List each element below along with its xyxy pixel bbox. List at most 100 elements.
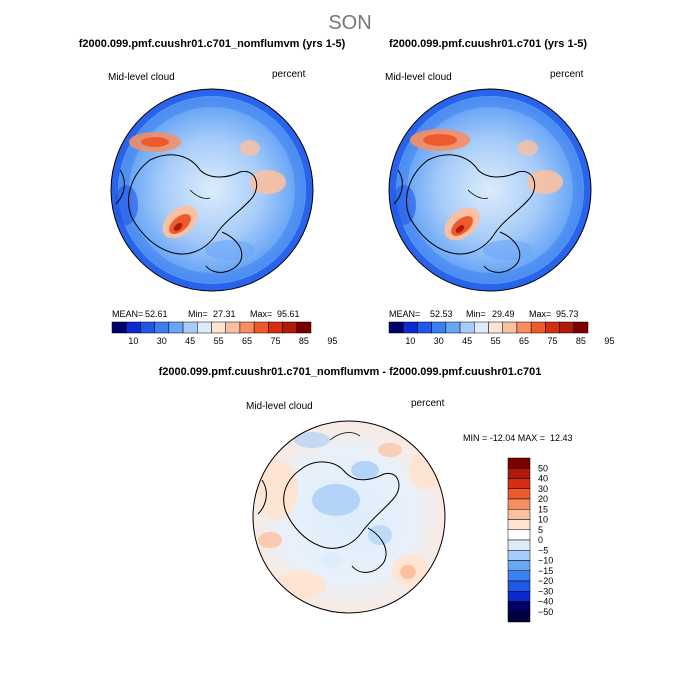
panel-a-colorbar-tick: 45 [185, 336, 195, 346]
panel-a-colorbar-tick: 30 [157, 336, 167, 346]
panel-b-colorbar-tick: 45 [462, 336, 472, 346]
panel-b-colorbar-bin [445, 321, 461, 334]
panel-b-colorbar-bin [431, 321, 447, 334]
panel-c-map [253, 421, 445, 613]
panel-b-colorbar-tick: 30 [434, 336, 444, 346]
panel-b-colorbar-bin [559, 321, 575, 334]
panel-a-units: percent [272, 69, 306, 80]
panel-b-colorbar-tick: 85 [576, 336, 586, 346]
panel-b-colorbar-tick: 65 [519, 336, 529, 346]
panel-c-colorbar-bin [507, 457, 531, 469]
panel-c-variable: Mid-level cloud [246, 401, 313, 412]
panel-a: f2000.099.pmf.cuushr01.c701_nomflumvm (y… [79, 38, 346, 346]
panel-b-min-value: 29.49 [492, 309, 515, 319]
panel-a-colorbar-tick: 95 [327, 336, 337, 346]
panel-c-colorbar-bin [507, 601, 531, 612]
panel-a-colorbar-bin [111, 321, 127, 334]
panel-a-colorbar-tick: 75 [270, 336, 280, 346]
panel-a-colorbar-bin [140, 321, 155, 334]
panel-c-colorbar-tick: 50 [538, 463, 548, 473]
panel-c-colorbar-tick: 10 [538, 515, 548, 525]
panel-a-colorbar-bin [154, 321, 170, 334]
panel-c-minmax: MIN = -12.04 MAX = 12.43 [463, 433, 573, 443]
panel-a-colorbar-bin [168, 321, 184, 334]
panel-c-colorbar-bin [507, 519, 531, 530]
panel-c-colorbar-tick: −50 [538, 607, 553, 617]
panel-c-colorbar-bin [507, 509, 531, 520]
panel-a-colorbar-bin [268, 321, 283, 334]
panel-c-colorbar-tick: −30 [538, 586, 553, 596]
panel-a-colorbar-bin [296, 321, 312, 334]
panel-a-colorbar-bin [197, 321, 212, 334]
panel-b: f2000.099.pmf.cuushr01.c701 (yrs 1-5) Mi… [385, 38, 614, 346]
panel-c-colorbar-bin [507, 498, 531, 510]
panel-c-title: f2000.099.pmf.cuushr01.c701_nomflumvm - … [159, 366, 542, 378]
panel-a-colorbar-bin [225, 321, 241, 334]
panel-b-colorbar-tick: 75 [547, 336, 557, 346]
panel-c-colorbar-tick: 40 [538, 474, 548, 484]
panel-a-colorbar-bin [182, 321, 198, 334]
panel-b-colorbar-bin [573, 321, 589, 334]
panel-c-colorbar-tick: −15 [538, 566, 553, 576]
panel-c-colorbar-bin [507, 591, 531, 602]
panel-b-min-label: Min= [466, 309, 486, 319]
panel-c-colorbar-tick: 5 [538, 525, 543, 535]
panel-a-mean-label: MEAN= [112, 309, 143, 319]
panel-a-variable: Mid-level cloud [108, 72, 175, 83]
panel-c-colorbar-bin [507, 580, 531, 592]
panel-a-mean-value: 52.61 [145, 309, 168, 319]
panel-b-colorbar: 10 30 45 55 65 75 85 95 [388, 321, 614, 346]
panel-a-max-label: Max= [250, 309, 272, 319]
panel-b-colorbar-bin [402, 321, 418, 334]
panel-b-map [389, 89, 591, 291]
panel-c-colorbar-bin [507, 478, 531, 489]
panel-b-colorbar-bin [516, 321, 532, 334]
panel-b-colorbar-bin [459, 321, 475, 334]
panel-b-variable: Mid-level cloud [385, 72, 452, 83]
panel-c-colorbar-bin [507, 488, 531, 500]
page-title: SON [328, 12, 371, 34]
panel-b-mean-label: MEAN= [389, 309, 420, 319]
panel-a-colorbar-bin [239, 321, 255, 334]
panel-c-colorbar-bin [507, 529, 531, 541]
panel-a-colorbar-bin [211, 321, 226, 334]
panel-b-colorbar-bin [388, 321, 404, 334]
panel-c-colorbar-bin [507, 611, 531, 623]
panel-b-mean-value: 52.53 [430, 309, 453, 319]
panel-c-colorbar-tick: −5 [538, 545, 548, 555]
panel-b-colorbar-bin [417, 321, 432, 334]
panel-b-colorbar-tick: 10 [405, 336, 415, 346]
panel-c-colorbar-tick: 30 [538, 484, 548, 494]
panel-c: f2000.099.pmf.cuushr01.c701_nomflumvm - … [159, 366, 573, 623]
panel-c-colorbar-bin [507, 570, 531, 582]
panel-c-colorbar-tick: 15 [538, 504, 548, 514]
panel-b-max-label: Max= [529, 309, 551, 319]
panel-b-colorbar-bin [474, 321, 489, 334]
panel-b-colorbar-bin [488, 321, 503, 334]
panel-c-colorbar-tick: −10 [538, 556, 553, 566]
panel-b-colorbar-tick: 55 [491, 336, 501, 346]
panel-a-min-value: 27.31 [213, 309, 236, 319]
panel-b-colorbar-tick: 95 [604, 336, 614, 346]
panel-a-map [111, 89, 313, 291]
panel-c-colorbar-tick: 0 [538, 535, 543, 545]
panel-c-colorbar-tick: 20 [538, 494, 548, 504]
panel-a-max-value: 95.61 [277, 309, 300, 319]
panel-b-units: percent [550, 69, 584, 80]
panel-a-min-label: Min= [188, 309, 208, 319]
panel-c-colorbar-tick: −40 [538, 597, 553, 607]
panel-b-colorbar-bin [545, 321, 560, 334]
panel-c-colorbar-bin [507, 468, 531, 479]
panel-a-colorbar-tick: 65 [242, 336, 252, 346]
panel-b-colorbar-bin [530, 321, 546, 334]
panel-b-max-value: 95.73 [556, 309, 579, 319]
panel-c-colorbar-bin [507, 539, 531, 551]
panel-a-colorbar-bin [125, 321, 141, 334]
panel-a-title: f2000.099.pmf.cuushr01.c701_nomflumvm (y… [79, 38, 346, 50]
panel-c-colorbar-tick: −20 [538, 576, 553, 586]
panel-c-colorbar-bin [507, 560, 531, 571]
panel-b-colorbar-bin [502, 321, 518, 334]
panel-c-units: percent [411, 398, 445, 409]
